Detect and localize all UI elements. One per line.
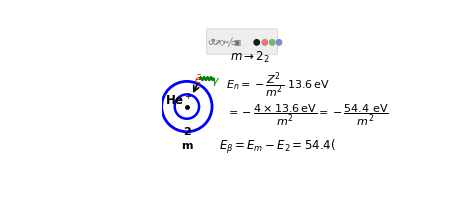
Text: $= -\dfrac{4 \times 13.6\,\mathrm{eV}}{m^2} = -\dfrac{54.4\ \mathrm{eV}}{m^2}$: $= -\dfrac{4 \times 13.6\,\mathrm{eV}}{m…: [226, 103, 389, 128]
Circle shape: [276, 40, 282, 45]
Text: ◇: ◇: [219, 38, 225, 47]
Text: He$^+$: He$^+$: [164, 93, 192, 108]
Text: ▭: ▭: [230, 38, 237, 47]
Text: ↺: ↺: [208, 38, 214, 47]
Circle shape: [262, 40, 268, 45]
Circle shape: [269, 40, 275, 45]
Text: m: m: [181, 141, 192, 151]
Text: $E_n = -\dfrac{Z^2}{m^2}\ 13.6\,\mathrm{eV}$: $E_n = -\dfrac{Z^2}{m^2}\ 13.6\,\mathrm{…: [226, 70, 330, 100]
Text: 2: 2: [183, 127, 191, 137]
Text: ↻: ↻: [211, 38, 218, 47]
Text: ╱: ╱: [228, 38, 232, 47]
Text: $\bar{e}$: $\bar{e}$: [193, 74, 202, 86]
FancyBboxPatch shape: [207, 29, 278, 54]
Text: $m \rightarrow 2_{2}$: $m \rightarrow 2_{2}$: [230, 50, 270, 65]
Text: ▣: ▣: [233, 38, 240, 47]
Text: ↗: ↗: [215, 38, 222, 47]
Text: $E_\beta = E_m - E_2 = 54.4($: $E_\beta = E_m - E_2 = 54.4($: [219, 138, 336, 156]
Text: ✂: ✂: [223, 38, 229, 47]
Text: $\gamma$: $\gamma$: [211, 76, 220, 88]
Circle shape: [254, 40, 259, 45]
